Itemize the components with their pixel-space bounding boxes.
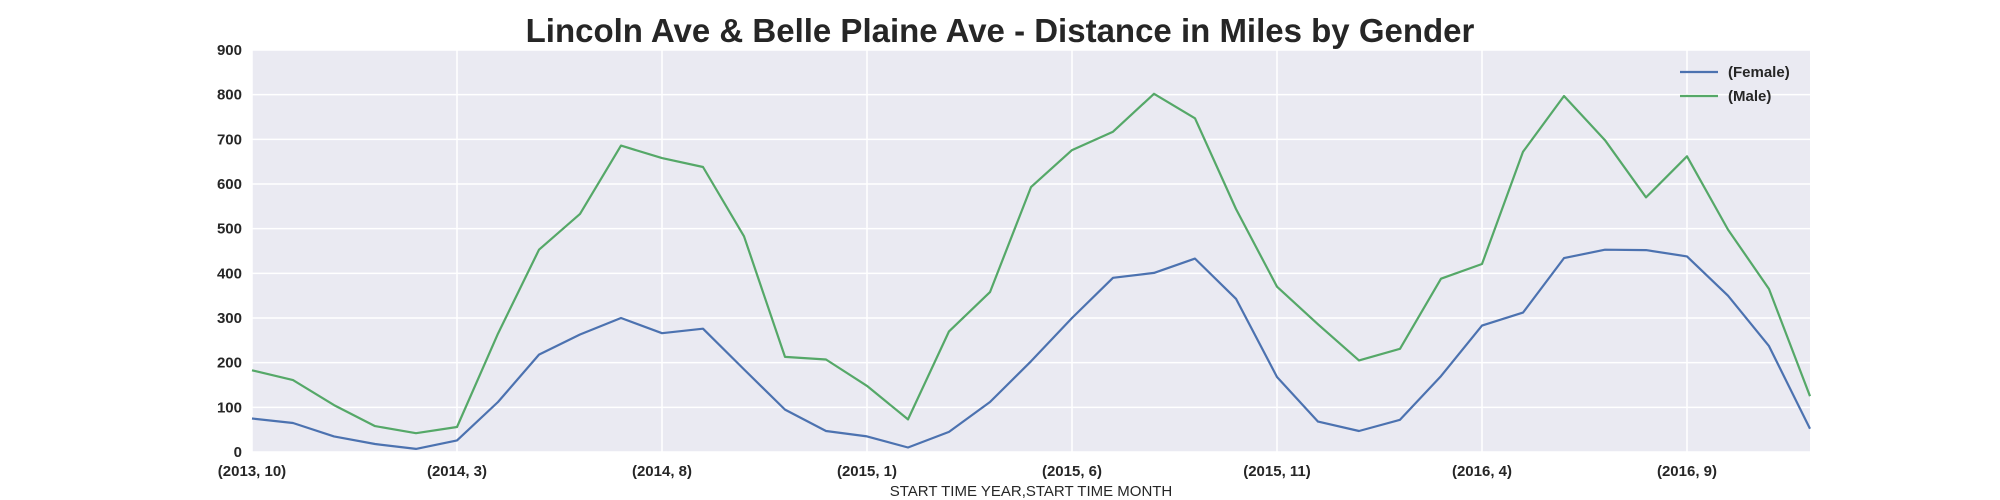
x-tick-label: (2015, 6) (1042, 463, 1102, 480)
y-tick-label: 100 (217, 399, 242, 416)
y-tick-label: 0 (234, 444, 242, 461)
y-tick-label: 800 (217, 87, 242, 104)
x-tick-label: (2014, 3) (427, 463, 487, 480)
y-tick-label: 400 (217, 265, 242, 282)
x-tick-label: (2014, 8) (632, 463, 692, 480)
x-tick-label: (2015, 11) (1243, 463, 1311, 480)
y-tick-label: 500 (217, 221, 242, 238)
legend-label: (Male) (1728, 88, 1771, 105)
x-tick-label: (2016, 4) (1452, 463, 1512, 480)
y-tick-label: 900 (217, 42, 242, 59)
y-axis-ticks: 0 100 200 300 400 500 600 700 800 900 (217, 42, 242, 461)
legend: (Female) (Male) (1680, 64, 1790, 105)
y-tick-label: 300 (217, 310, 242, 327)
x-tick-label: (2013, 10) (218, 463, 286, 480)
x-axis-label: START TIME YEAR,START TIME MONTH (890, 483, 1173, 500)
y-tick-label: 200 (217, 355, 242, 372)
chart-title: Lincoln Ave & Belle Plaine Ave - Distanc… (526, 12, 1475, 49)
x-tick-label: (2015, 1) (837, 463, 897, 480)
series-line-1 (251, 92, 1812, 435)
series-line-0 (251, 248, 1811, 450)
series-lines (251, 92, 1812, 450)
legend-label: (Female) (1728, 64, 1790, 81)
y-tick-label: 600 (217, 176, 242, 193)
x-axis-ticks: (2013, 10) (2014, 3) (2014, 8) (2015, 1) (20… (218, 463, 1717, 480)
x-tick-label: (2016, 9) (1657, 463, 1717, 480)
y-tick-label: 700 (217, 131, 242, 148)
